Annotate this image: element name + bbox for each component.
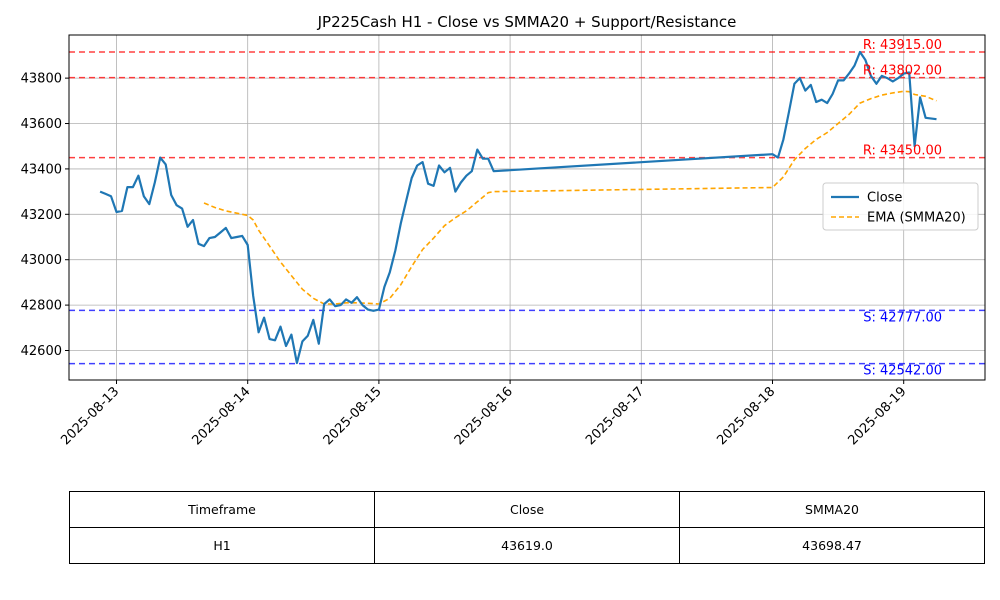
table-cell-smma20: 43698.47 [679,527,985,564]
resistance-label: R: 43915.00 [863,38,942,53]
support-label: S: 42542.00 [863,364,942,379]
level-labels: R: 43915.00 R: 43802.00 R: 43450.00 S: 4277… [863,38,942,379]
table-header-row: Timeframe Close SMMA20 [69,491,985,528]
legend-box [822,182,979,231]
x-tick-label: 2025-08-13 [58,384,122,448]
series-lines [99,50,937,365]
x-tick-label: 2025-08-16 [452,384,516,448]
x-tick-label: 2025-08-17 [583,384,647,448]
y-tick-label: 43600 [21,117,62,132]
table-row: H1 43619.0 43698.47 [69,527,985,564]
x-tick-label: 2025-08-18 [714,384,778,448]
smma20-series-line [203,90,937,305]
y-tick-label: 43000 [21,253,62,268]
y-tick-label: 43800 [21,72,62,87]
plot-frame [68,34,986,381]
x-tick-label: 2025-08-15 [321,384,385,448]
legend-label-close: Close [867,191,902,206]
table-cell-timeframe: H1 [69,527,375,564]
y-tick-label: 43200 [21,208,62,223]
legend-label-smma: EMA (SMMA20) [867,211,966,226]
support-resistance-lines [69,51,985,365]
table-cell-close: 43619.0 [374,527,680,564]
x-tick-label: 2025-08-19 [845,384,909,448]
summary-table: Timeframe Close SMMA20 H1 43619.0 43698.… [69,491,985,564]
chart-title: JP225Cash H1 - Close vs SMMA20 + Support… [317,13,737,31]
chart: JP225Cash H1 - Close vs SMMA20 + Support… [21,13,986,448]
table-header-cell: Timeframe [69,491,375,528]
y-tick-label: 42800 [21,299,62,314]
legend: Close EMA (SMMA20) [822,182,979,231]
y-tick-label: 42600 [21,344,62,359]
resistance-label: R: 43802.00 [863,64,942,79]
close-series-line [99,50,937,365]
y-tick-label: 43400 [21,162,62,177]
support-label: S: 42777.00 [863,310,942,325]
table-header-cell: Close [374,491,680,528]
table-header-cell: SMMA20 [679,491,985,528]
x-tick-label: 2025-08-14 [189,384,253,448]
resistance-label: R: 43450.00 [863,144,942,159]
